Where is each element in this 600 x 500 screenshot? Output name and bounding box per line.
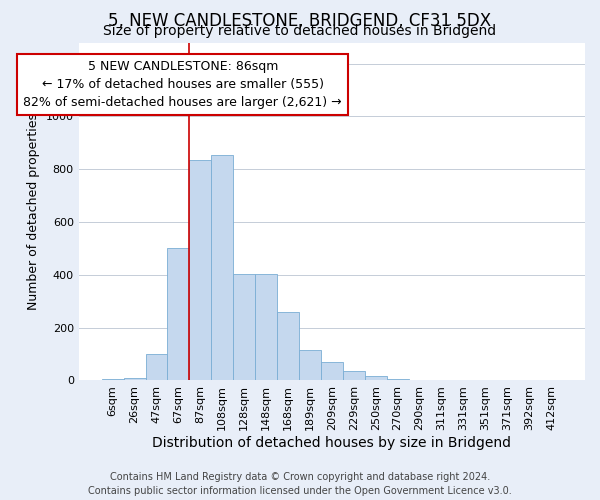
Bar [124, 378, 146, 380]
Bar [277, 312, 299, 380]
Bar [211, 154, 233, 380]
Bar [255, 274, 277, 380]
Bar [321, 362, 343, 380]
Text: Size of property relative to detached houses in Bridgend: Size of property relative to detached ho… [103, 24, 497, 38]
X-axis label: Distribution of detached houses by size in Bridgend: Distribution of detached houses by size … [152, 436, 511, 450]
Bar [167, 248, 190, 380]
Bar [343, 371, 365, 380]
Bar [102, 379, 124, 380]
Bar [146, 354, 167, 380]
Bar [365, 376, 386, 380]
Y-axis label: Number of detached properties: Number of detached properties [27, 113, 40, 310]
Text: 5, NEW CANDLESTONE, BRIDGEND, CF31 5DX: 5, NEW CANDLESTONE, BRIDGEND, CF31 5DX [109, 12, 491, 30]
Bar [190, 160, 211, 380]
Text: Contains HM Land Registry data © Crown copyright and database right 2024.
Contai: Contains HM Land Registry data © Crown c… [88, 472, 512, 496]
Bar [299, 350, 321, 380]
Text: 5 NEW CANDLESTONE: 86sqm
← 17% of detached houses are smaller (555)
82% of semi-: 5 NEW CANDLESTONE: 86sqm ← 17% of detach… [23, 60, 342, 109]
Bar [386, 379, 409, 380]
Bar [233, 274, 255, 380]
